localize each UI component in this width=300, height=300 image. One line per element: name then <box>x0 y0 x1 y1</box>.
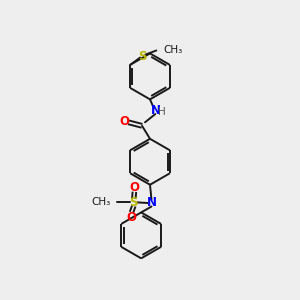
Text: CH₃: CH₃ <box>163 45 182 55</box>
Text: O: O <box>129 181 140 194</box>
Text: H: H <box>158 107 166 117</box>
Text: O: O <box>119 115 129 128</box>
Text: N: N <box>151 104 161 117</box>
Text: S: S <box>130 196 138 209</box>
Text: CH₃: CH₃ <box>91 197 110 207</box>
Text: S: S <box>138 50 147 63</box>
Text: O: O <box>127 211 136 224</box>
Text: N: N <box>146 196 157 209</box>
